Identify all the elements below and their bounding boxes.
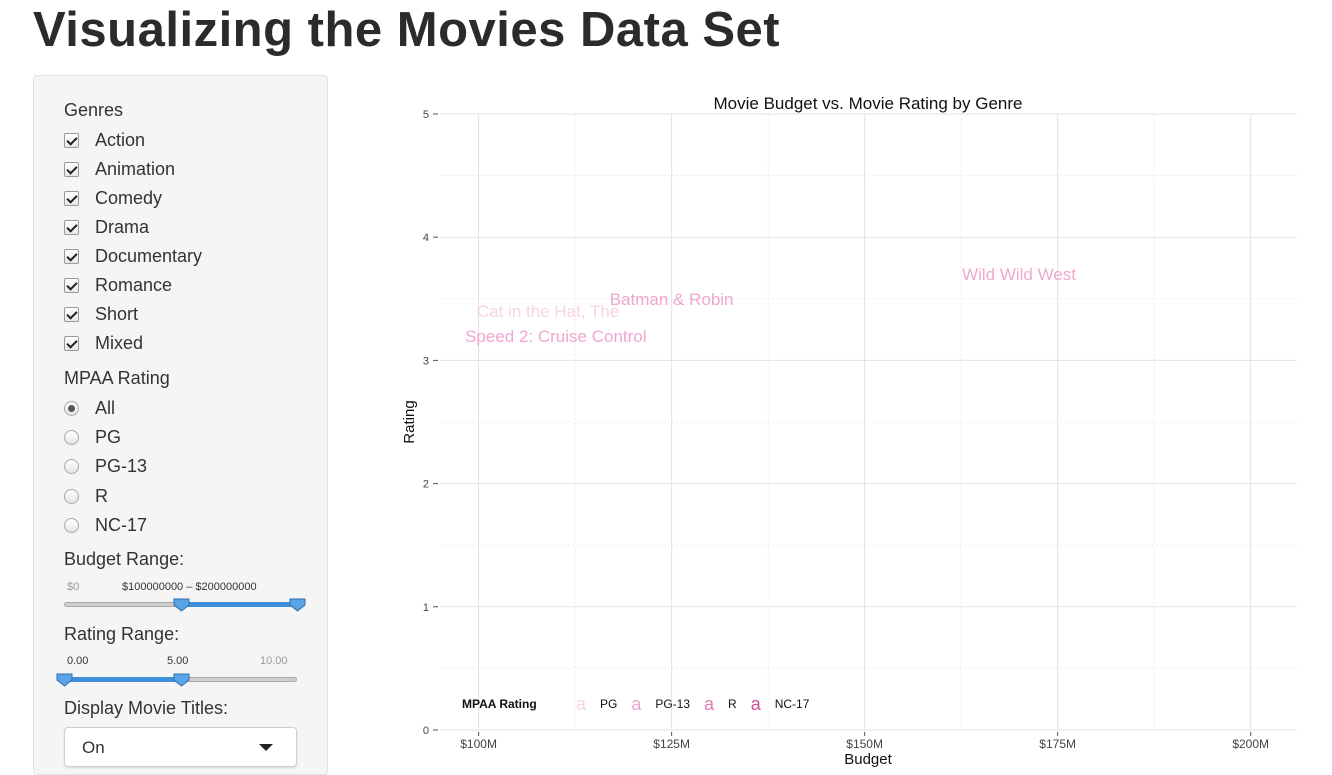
page-title: Visualizing the Movies Data Set [33,3,781,57]
checkbox-checked-icon[interactable] [64,277,79,293]
budget-high-handle-icon[interactable] [289,598,306,612]
radio-unselected-icon[interactable] [64,429,79,445]
genre-label: Documentary [95,245,203,266]
checkbox-checked-icon[interactable] [64,161,79,177]
legend-title: MPAA Rating [462,697,537,711]
rating-high-handle-icon[interactable] [173,673,190,687]
rating-slider-fill [64,677,181,682]
movie-title-point: Wild Wild West [962,265,1076,284]
checkbox-checked-icon[interactable] [64,132,79,148]
radio-unselected-icon[interactable] [64,488,79,504]
checkbox-checked-icon[interactable] [64,306,79,322]
y-tick-label: 3 [423,355,429,367]
budget-slider-fill [181,602,297,607]
budget-min-label: $0 [67,581,80,593]
y-tick-label: 4 [423,232,429,244]
legend-entry-label: NC-17 [775,697,810,711]
x-tick-label: $100M [460,737,497,751]
checkbox-checked-icon[interactable] [64,190,79,206]
genre-label: Animation [95,158,176,179]
chart-title: Movie Budget vs. Movie Rating by Genre [714,94,1023,113]
y-axis-label: Rating [401,400,418,443]
genres-label: Genres [64,100,124,120]
x-tick-label: $125M [653,737,690,751]
x-tick-label: $175M [1039,737,1076,751]
budget-value-label: $100000000 – $200000000 [122,581,257,593]
budget-rating-chart: Movie Budget vs. Movie Rating by Genre 0… [401,94,1297,767]
mpaa-radio-nc17[interactable]: NC-17 [64,514,147,536]
radio-unselected-icon[interactable] [64,458,79,474]
mpaa-option-label: PG [95,426,122,447]
mpaa-option-label: All [95,397,116,418]
budget-low-handle-icon[interactable] [173,598,190,612]
genre-label: Action [95,129,146,150]
sidebar-panel: Genres Action Animation Comedy Drama Doc… [33,75,328,775]
genre-checkbox-animation[interactable]: Animation [64,158,175,180]
y-tick-label: 0 [423,725,429,737]
legend-key-glyph: a [751,694,762,714]
rating-min-label: 0.00 [67,655,89,667]
mpaa-option-label: R [95,485,108,506]
genre-checkbox-short[interactable]: Short [64,303,138,325]
genre-label: Short [95,303,139,324]
legend-key-glyph: a [576,694,587,714]
mpaa-option-label: NC-17 [95,514,148,535]
mpaa-option-label: PG-13 [95,455,148,476]
mpaa-radio-pg13[interactable]: PG-13 [64,455,147,477]
movie-title-point: Batman & Robin [610,290,734,309]
genre-checkbox-romance[interactable]: Romance [64,274,172,296]
mpaa-rating-label: MPAA Rating [64,368,170,388]
genre-checkbox-action[interactable]: Action [64,129,145,151]
mpaa-radio-pg[interactable]: PG [64,426,121,448]
legend-key-glyph: a [631,694,642,714]
legend-entry-label: PG-13 [655,697,690,711]
display-titles-label: Display Movie Titles: [64,698,229,718]
genre-label: Drama [95,216,150,237]
radio-unselected-icon[interactable] [64,517,79,533]
x-tick-label: $150M [846,737,883,751]
checkbox-checked-icon[interactable] [64,248,79,264]
genre-checkbox-drama[interactable]: Drama [64,216,149,238]
rating-range-label: Rating Range: [64,624,180,644]
rating-max-label: 10.00 [260,655,288,667]
x-axis-label: Budget [844,751,892,767]
genre-checkbox-comedy[interactable]: Comedy [64,187,162,209]
genre-checkbox-mixed[interactable]: Mixed [64,332,143,354]
chevron-down-icon[interactable] [259,744,273,751]
genre-label: Mixed [95,332,144,353]
display-titles-select[interactable]: On [64,727,297,767]
movie-title-point: Cat in the Hat, The [477,302,619,321]
legend-entry-label: R [728,697,737,711]
mpaa-radio-r[interactable]: R [64,485,108,507]
legend-entry-label: PG [600,697,617,711]
legend-key-glyph: a [704,694,715,714]
radio-selected-icon[interactable] [64,400,79,416]
y-tick-label: 1 [423,602,429,614]
display-titles-value: On [82,738,105,757]
budget-range-label: Budget Range: [64,549,185,569]
mpaa-radio-all[interactable]: All [64,397,115,419]
rating-low-handle-icon[interactable] [56,673,73,687]
rating-value-label: 5.00 [167,655,189,667]
y-tick-label: 2 [423,479,429,491]
y-tick-label: 5 [423,109,429,121]
checkbox-checked-icon[interactable] [64,335,79,351]
genre-label: Romance [95,274,173,295]
checkbox-checked-icon[interactable] [64,219,79,235]
x-tick-label: $200M [1232,737,1269,751]
genre-checkbox-documentary[interactable]: Documentary [64,245,202,267]
genre-label: Comedy [95,187,163,208]
movie-title-point: Speed 2: Cruise Control [465,327,646,346]
